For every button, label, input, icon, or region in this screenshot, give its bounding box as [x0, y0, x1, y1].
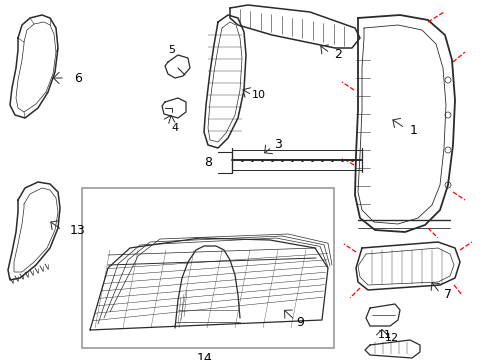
Text: 10: 10	[251, 90, 265, 100]
Text: 1: 1	[409, 123, 417, 136]
Text: 5: 5	[168, 45, 175, 55]
Text: 9: 9	[295, 315, 304, 328]
Bar	[82, 188, 333, 348]
Text: 12: 12	[384, 333, 398, 343]
Text: 11: 11	[377, 330, 391, 340]
Text: 13: 13	[70, 224, 86, 237]
Text: 14: 14	[197, 351, 212, 360]
Text: 4: 4	[171, 123, 178, 133]
Text: 6: 6	[74, 72, 82, 85]
Text: 2: 2	[333, 49, 341, 62]
Text: 8: 8	[203, 157, 212, 170]
Text: 3: 3	[273, 139, 282, 152]
Text: 7: 7	[443, 288, 451, 302]
